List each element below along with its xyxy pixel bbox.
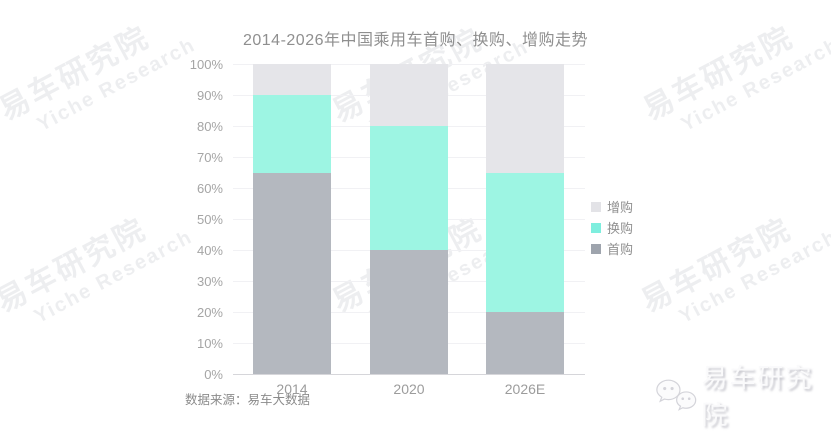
bar-segment-首购 xyxy=(253,172,331,374)
y-axis-tick-label: 20% xyxy=(196,305,223,320)
wechat-icon xyxy=(656,379,697,411)
legend-swatch xyxy=(591,222,601,233)
yiche-logo-label: 易车研究院 xyxy=(701,363,814,430)
plot-area xyxy=(233,64,585,375)
bar-segment-换购 xyxy=(486,172,564,312)
bar-segment-首购 xyxy=(486,312,564,374)
yiche-logo: 易车研究院 xyxy=(655,358,831,432)
y-axis-tick-label: 10% xyxy=(196,336,223,351)
y-axis-tick-label: 60% xyxy=(196,181,223,196)
legend-swatch xyxy=(591,201,601,212)
bar-segment-换购 xyxy=(370,126,448,250)
watermark-cn: 易车研究院 xyxy=(638,20,800,127)
y-axis-tick-label: 70% xyxy=(196,150,223,165)
y-axis-tick-label: 40% xyxy=(196,243,223,258)
y-axis-tick-label: 50% xyxy=(196,212,223,227)
y-axis-tick-label: 0% xyxy=(204,367,223,382)
y-axis: 0% 10% 20% 30% 40% 50% 60% 70% 80% 90% 100% xyxy=(145,57,223,382)
bar-segment-增购 xyxy=(370,64,448,126)
stacked-bar-2026E xyxy=(486,64,564,374)
x-axis-label: 2020 xyxy=(393,381,425,397)
legend-item: 换购 xyxy=(591,217,633,238)
legend-item: 增购 xyxy=(591,196,633,217)
y-axis-tick-label: 90% xyxy=(196,88,223,103)
legend: 增购 换购 首购 xyxy=(591,196,633,259)
y-axis-tick-label: 30% xyxy=(196,274,223,289)
bar-segment-换购 xyxy=(253,95,331,173)
x-axis-label: 2014 xyxy=(276,381,308,397)
x-axis-line xyxy=(233,374,585,375)
x-axis: 2014 2020 2026E xyxy=(233,381,585,399)
legend-label: 换购 xyxy=(607,221,634,236)
y-axis-tick-label: 100% xyxy=(189,57,223,72)
bar-segment-增购 xyxy=(486,64,564,173)
legend-item: 首购 xyxy=(591,238,633,259)
bar-segment-首购 xyxy=(370,250,448,374)
bar-segment-增购 xyxy=(253,64,331,95)
data-source-note: 数据来源：易车大数据 xyxy=(185,393,311,407)
legend-label: 首购 xyxy=(607,242,634,257)
chart-title: 2014-2026年中国乘用车首购、换购、增购走势 xyxy=(242,32,589,49)
watermark-cn: 易车研究院 xyxy=(636,212,798,319)
x-axis-label: 2026E xyxy=(504,381,546,397)
legend-swatch xyxy=(591,243,601,254)
watermark-en: Yiche Research xyxy=(675,225,831,328)
y-axis-tick-label: 80% xyxy=(196,119,223,134)
legend-label: 增购 xyxy=(607,200,634,215)
stacked-bar-2020 xyxy=(370,64,448,374)
stacked-bar-2014 xyxy=(253,64,331,374)
